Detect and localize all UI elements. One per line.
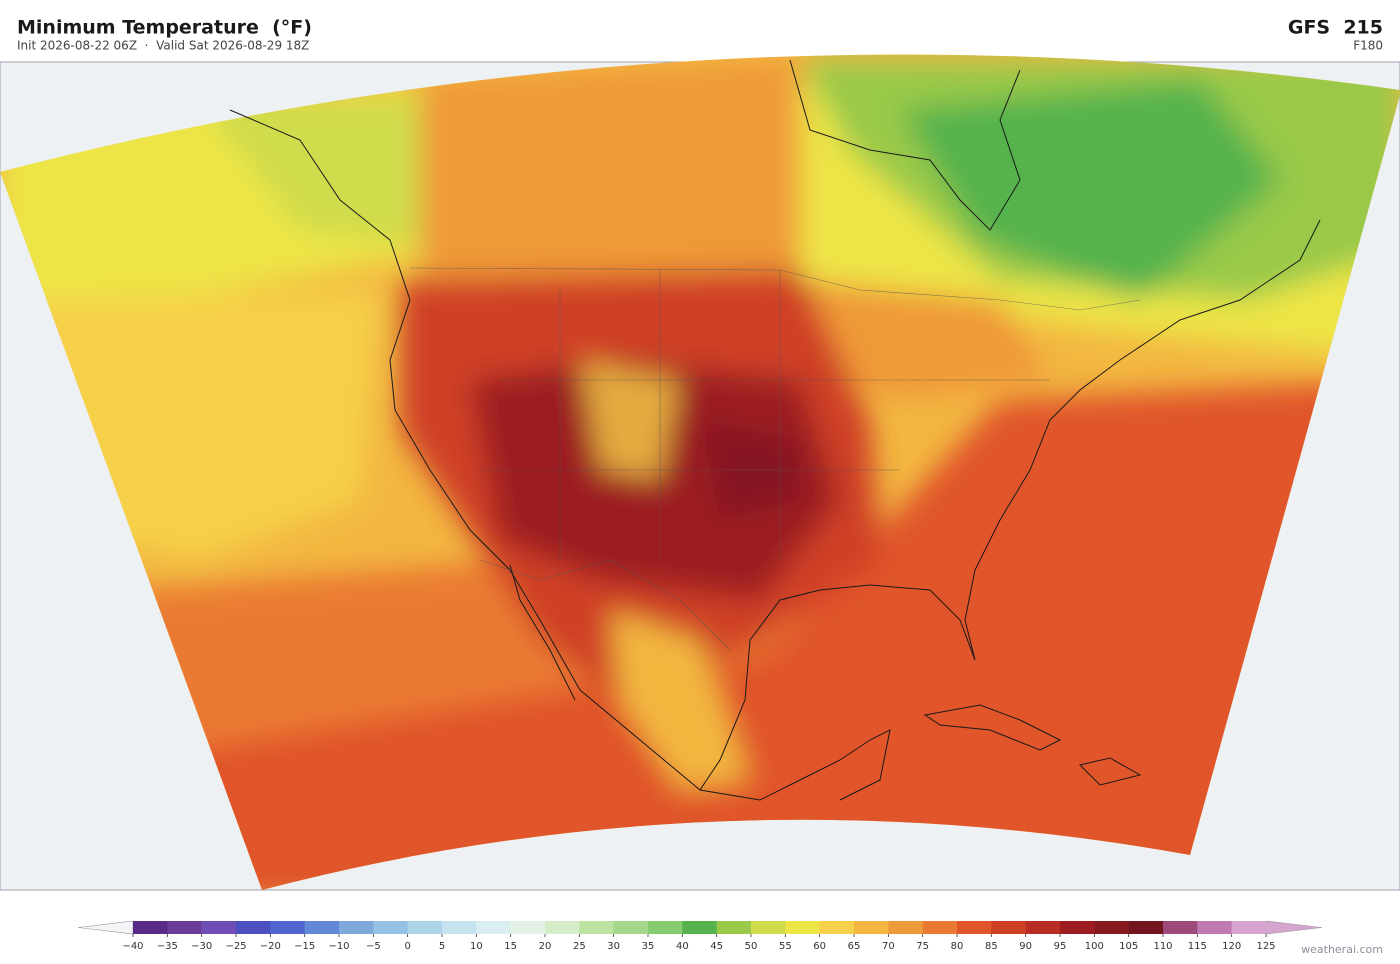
- colorbar-tick-label: 35: [642, 941, 655, 952]
- colorbar-tick-label: −25: [225, 941, 246, 952]
- colorbar-tick-label: 45: [710, 941, 723, 952]
- colorbar-tick-label: 15: [504, 941, 517, 952]
- colorbar-tick-label: 105: [1119, 941, 1138, 952]
- temperature-field: [0, 54, 1400, 890]
- colorbar-segment: [1128, 921, 1164, 934]
- colorbar-tick-label: −5: [366, 941, 381, 952]
- map-title: Minimum Temperature (°F): [17, 17, 312, 39]
- colorbar: −40 −35 −30 −25 −20 −15 −10 −5 0 5 10 15 20 25 30 35 40 4…: [77, 920, 1323, 952]
- colorbar-tick-label: 10: [470, 941, 483, 952]
- colorbar-tick-label: 60: [813, 941, 826, 952]
- map: [0, 54, 1400, 891]
- colorbar-segment: [270, 921, 305, 934]
- colorbar-segment: [854, 921, 889, 934]
- colorbar-segment: [1094, 921, 1129, 934]
- colorbar-segment: [373, 921, 408, 934]
- colorbar-tick-label: 90: [1019, 941, 1032, 952]
- colorbar-segment: [476, 921, 511, 934]
- colorbar-segment: [1231, 921, 1267, 934]
- forecast-hour: F180: [1353, 39, 1383, 53]
- colorbar-segment: [167, 921, 202, 934]
- colorbar-tick-label: 100: [1085, 941, 1104, 952]
- colorbar-segment: [201, 921, 237, 934]
- colorbar-tick-label: 30: [607, 941, 620, 952]
- colorbar-segment: [957, 921, 992, 934]
- colorbar-segment: [304, 921, 340, 934]
- colorbar-segment: [545, 921, 580, 934]
- colorbar-segment: [648, 921, 683, 934]
- colorbar-tick-label: −20: [260, 941, 281, 952]
- colorbar-segment: [339, 921, 374, 934]
- colorbar-tick-label: 125: [1256, 941, 1275, 952]
- colorbar-segment: [510, 921, 546, 934]
- colorbar-segment: [133, 921, 168, 934]
- colorbar-tick-label: 65: [848, 941, 861, 952]
- colorbar-tick-label: −40: [122, 941, 143, 952]
- colorbar-segment: [442, 921, 477, 934]
- colorbar-segment: [1025, 921, 1061, 934]
- colorbar-tick-label: 25: [573, 941, 586, 952]
- colorbar-segment: [1163, 921, 1198, 934]
- colorbar-tick-label: 80: [951, 941, 964, 952]
- colorbar-tick-label: −10: [328, 941, 349, 952]
- colorbar-segment: [407, 921, 443, 934]
- colorbar-tick-label: 55: [779, 941, 792, 952]
- model-name: GFS 215: [1288, 17, 1383, 39]
- colorbar-tick-label: 115: [1188, 941, 1207, 952]
- colorbar-tick-label: 20: [539, 941, 552, 952]
- colorbar-segment: [1060, 921, 1095, 934]
- colorbar-tick-label: −15: [294, 941, 315, 952]
- colorbar-segment: [922, 921, 958, 934]
- colorbar-segment: [785, 921, 820, 934]
- colorbar-tick-label: 85: [985, 941, 998, 952]
- colorbar-segment: [751, 921, 786, 934]
- colorbar-under: [77, 920, 134, 935]
- colorbar-segment: [579, 921, 614, 934]
- credit: weatherai.com: [1301, 943, 1383, 956]
- colorbar-tick-label: 95: [1054, 941, 1067, 952]
- colorbar-segment: [682, 921, 717, 934]
- colorbar-segment: [888, 921, 923, 934]
- colorbar-tick-label: 70: [882, 941, 895, 952]
- colorbar-tick-label: 120: [1222, 941, 1241, 952]
- colorbar-tick-label: 5: [439, 941, 445, 952]
- colorbar-tick-label: −30: [191, 941, 212, 952]
- colorbar-tick-label: 50: [745, 941, 758, 952]
- colorbar-tick-label: −35: [157, 941, 178, 952]
- borders: [409, 267, 1141, 651]
- colorbar-tick-label: 110: [1153, 941, 1172, 952]
- colorbar-segment: [1197, 921, 1232, 934]
- colorbar-tick-label: 75: [916, 941, 929, 952]
- map-subtitle: Init 2026-08-22 06Z · Valid Sat 2026-08-…: [17, 39, 309, 53]
- colorbar-segment: [236, 921, 271, 934]
- coastlines: [229, 59, 1321, 801]
- colorbar-segment: [613, 921, 649, 934]
- colorbar-over: [1265, 920, 1323, 935]
- colorbar-segment: [716, 921, 752, 934]
- colorbar-tick-label: 40: [676, 941, 689, 952]
- colorbar-segment: [819, 921, 855, 934]
- colorbar-segment: [991, 921, 1026, 934]
- colorbar-tick-label: 0: [404, 941, 410, 952]
